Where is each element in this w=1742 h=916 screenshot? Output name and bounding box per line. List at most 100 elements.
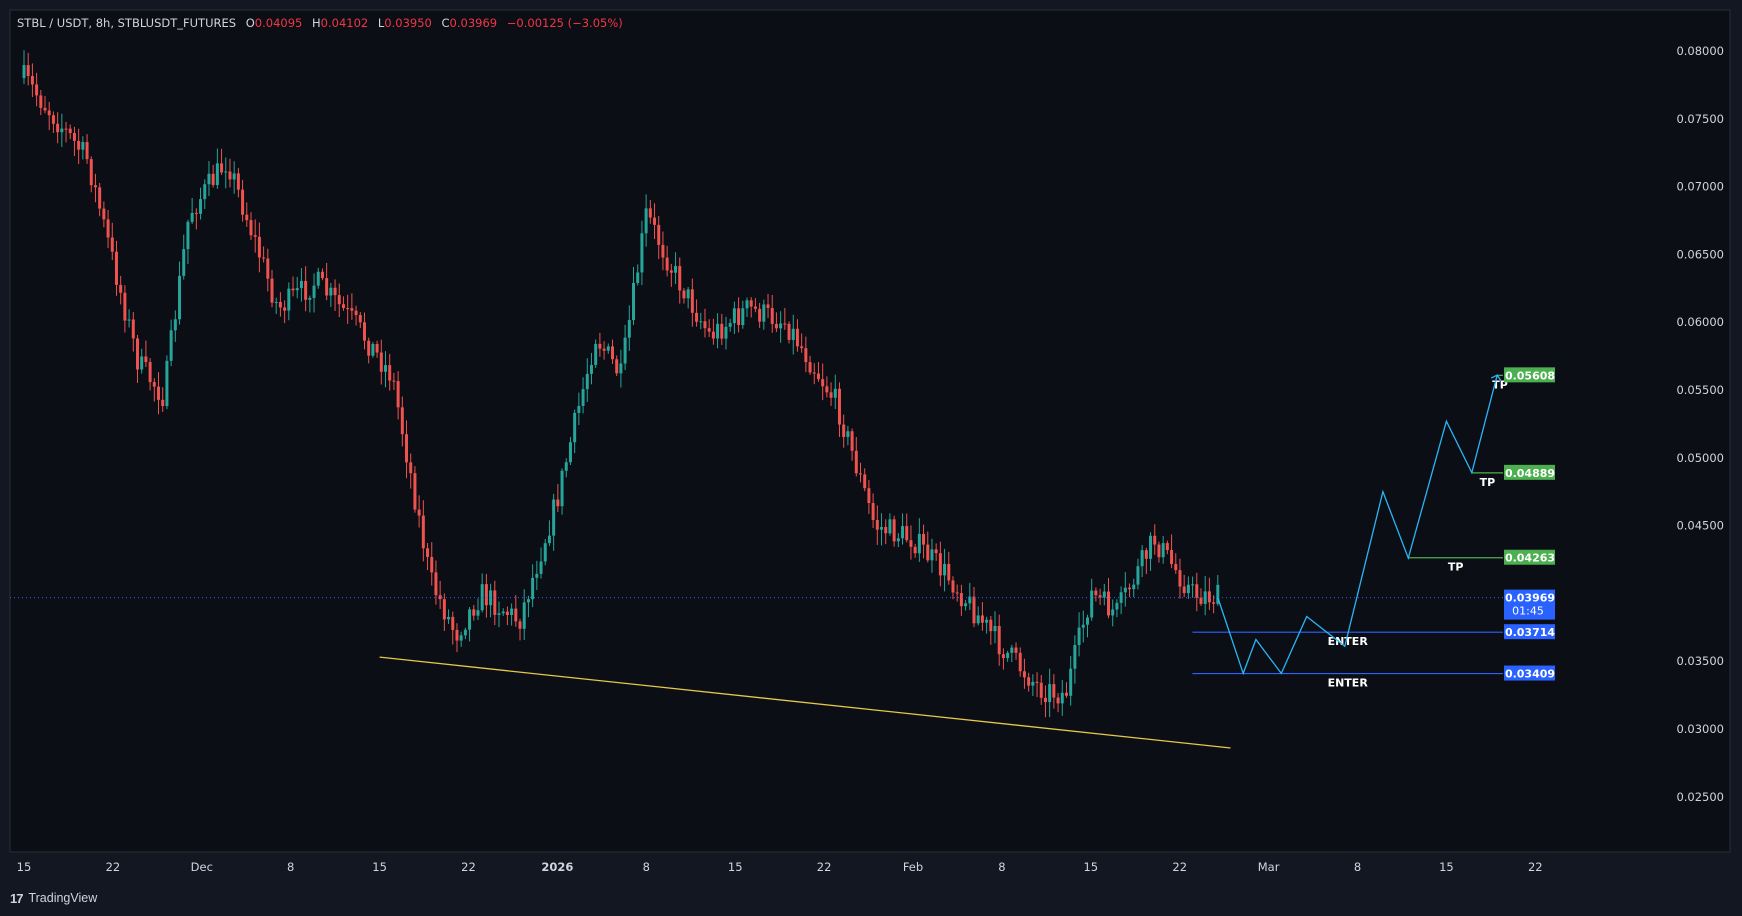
candle-body xyxy=(661,244,665,258)
candle-body xyxy=(795,328,799,347)
tp-price-badge-text: 0.05608 xyxy=(1505,369,1555,382)
candle-body xyxy=(976,615,980,624)
candle-body xyxy=(60,128,64,133)
candle-body xyxy=(833,388,837,398)
candle-body xyxy=(1027,677,1031,686)
candle-body xyxy=(421,515,425,549)
time-tick-label: 2026 xyxy=(541,860,573,874)
candle-body xyxy=(262,257,266,259)
candle-body xyxy=(1203,591,1207,604)
candle-body xyxy=(623,337,627,364)
close-value: 0.03969 xyxy=(449,16,498,30)
candle-body xyxy=(270,278,274,303)
time-tick-label: 8 xyxy=(1354,860,1361,874)
candle-body xyxy=(367,340,371,356)
candle-body xyxy=(43,107,47,111)
time-tick-label: 15 xyxy=(728,860,743,874)
candle-body xyxy=(968,596,972,604)
candle-body xyxy=(178,275,182,320)
candle-body xyxy=(636,272,640,283)
candle-body xyxy=(320,271,324,279)
candle-body xyxy=(1212,602,1216,604)
candle-body xyxy=(909,540,913,547)
candle-body xyxy=(173,319,177,331)
candle-body xyxy=(1102,591,1106,598)
open-label: O xyxy=(245,16,255,30)
candle-body xyxy=(316,271,320,286)
time-tick-label: 8 xyxy=(287,860,294,874)
candle-body xyxy=(1107,591,1111,616)
time-tick-label: 8 xyxy=(643,860,650,874)
candle-body xyxy=(182,249,186,276)
candle-body xyxy=(447,616,451,620)
candle-body xyxy=(808,362,812,373)
candle-body xyxy=(169,330,173,361)
candle-body xyxy=(501,611,505,614)
candle-body xyxy=(964,603,968,607)
projection-path xyxy=(1217,374,1498,676)
candle-body xyxy=(468,609,472,630)
enter-price-badge-text: 0.03409 xyxy=(1505,668,1555,681)
candle-body xyxy=(211,173,215,186)
candle-body xyxy=(766,304,770,308)
candle-body xyxy=(1022,671,1026,678)
candle-body xyxy=(51,115,55,124)
time-tick-label: 22 xyxy=(461,860,476,874)
candle-body xyxy=(1128,587,1132,590)
candle-body xyxy=(287,288,291,311)
candle-body xyxy=(732,308,736,324)
tp-price-badge xyxy=(1504,464,1555,480)
candle-body xyxy=(1060,692,1064,704)
enter-price-badge xyxy=(1504,624,1555,640)
candle-body xyxy=(152,382,156,387)
candle-body xyxy=(686,289,690,299)
candle-body xyxy=(194,212,198,214)
candle-body xyxy=(341,304,345,309)
candle-body xyxy=(362,322,366,341)
candle-body xyxy=(985,619,989,623)
candle-body xyxy=(547,535,551,544)
candle-body xyxy=(728,323,732,327)
candle-body xyxy=(880,526,884,530)
candle-body xyxy=(1039,682,1043,698)
candle-body xyxy=(1052,684,1056,698)
symbol-title[interactable]: STBL / USDT, 8h, STBLUSDT_FUTURES xyxy=(17,16,237,30)
candle-body xyxy=(392,380,396,382)
candle-body xyxy=(215,163,219,186)
time-tick-label: 22 xyxy=(817,860,832,874)
candle-body xyxy=(257,236,261,258)
candle-body xyxy=(325,278,329,296)
enter-level-label: ENTER xyxy=(1328,635,1369,648)
candle-body xyxy=(993,625,997,632)
candle-body xyxy=(753,306,757,309)
candle-body xyxy=(47,110,51,116)
candle-body xyxy=(716,323,720,339)
candle-body xyxy=(26,65,30,76)
low-value: 0.03950 xyxy=(384,16,432,30)
candle-body xyxy=(888,519,892,534)
candle-body xyxy=(1174,563,1178,571)
tradingview-brand[interactable]: 17 TradingView xyxy=(10,889,97,907)
price-tick-label: 0.08000 xyxy=(1676,44,1724,58)
candle-body xyxy=(354,310,358,316)
candle-body xyxy=(434,572,438,596)
price-tick-label: 0.07000 xyxy=(1676,180,1724,194)
candle-body xyxy=(1153,535,1157,545)
enter-price-badge xyxy=(1504,665,1555,681)
candle-body xyxy=(426,548,430,557)
candle-body xyxy=(825,386,829,393)
projection-arrowhead-icon xyxy=(1490,374,1502,382)
candle-body xyxy=(720,323,724,339)
candle-body xyxy=(312,285,316,298)
candle-body xyxy=(518,621,522,629)
candle-body xyxy=(1018,652,1022,672)
price-tick-label: 0.07500 xyxy=(1676,112,1724,126)
candle-body xyxy=(1094,590,1098,596)
candle-body xyxy=(249,220,253,236)
tp-price-badge-text: 0.04263 xyxy=(1505,552,1555,565)
tp-price-badge-text: 0.04889 xyxy=(1505,467,1555,480)
symbol-header: STBL / USDT, 8h, STBLUSDT_FUTURES O0.040… xyxy=(17,16,623,30)
candle-body xyxy=(459,635,463,641)
candle-body xyxy=(114,251,118,285)
